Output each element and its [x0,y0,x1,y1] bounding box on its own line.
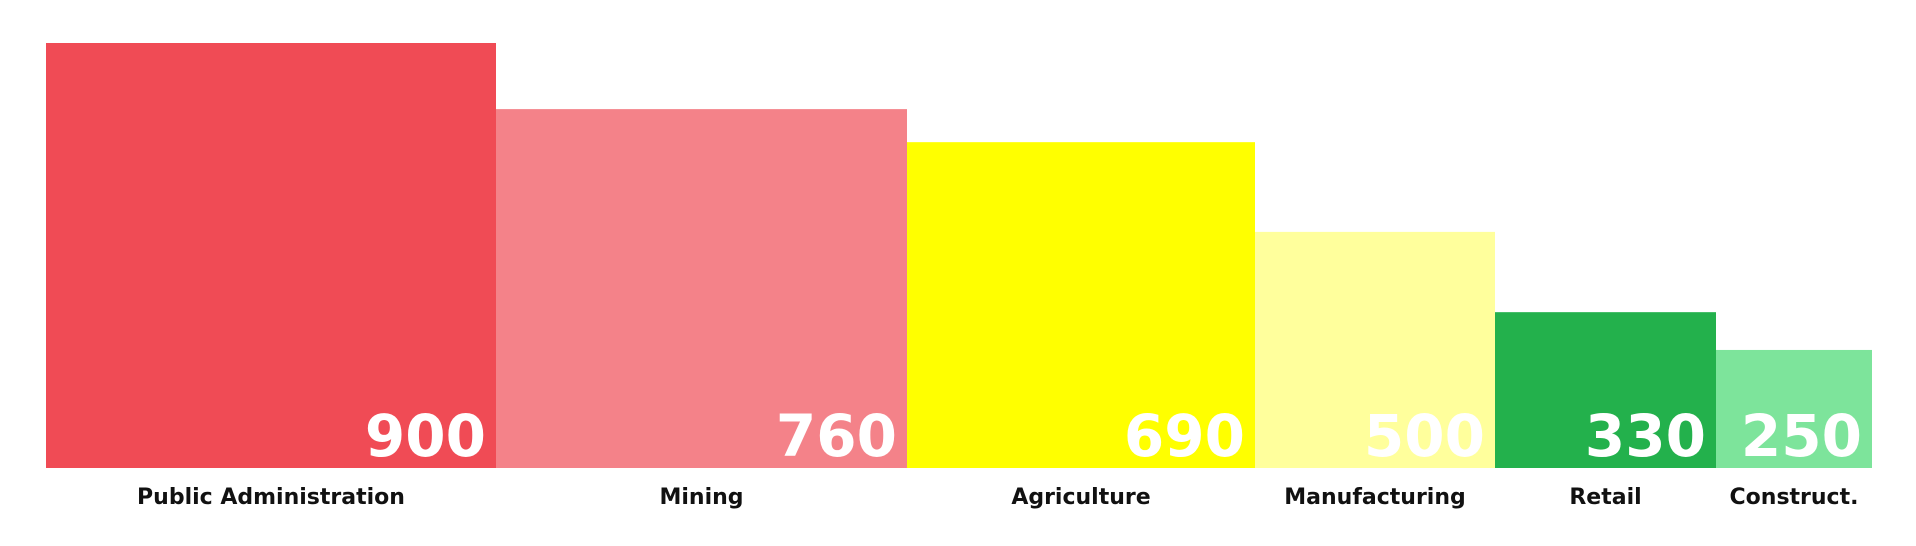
bar-value-label: 900 [365,402,486,470]
bar-manufacturing [1255,231,1495,468]
bar-value-label: 250 [1741,402,1862,470]
bar-mining [496,109,907,468]
bar-agriculture [907,142,1255,468]
category-label: Agriculture [1011,485,1150,510]
bar-value-label: 500 [1364,402,1485,470]
bar-value-label: 690 [1124,402,1245,470]
category-label: Construct. [1730,485,1859,510]
category-label: Manufacturing [1284,485,1466,510]
category-label: Public Administration [137,485,405,510]
bar-retail [1495,312,1716,468]
bar-value-label: 760 [776,402,897,470]
bar-public-administration [46,43,496,468]
category-label: Retail [1569,485,1641,510]
category-label: Mining [659,485,743,510]
bar-construct [1716,349,1872,468]
bar-value-label: 330 [1585,402,1706,470]
